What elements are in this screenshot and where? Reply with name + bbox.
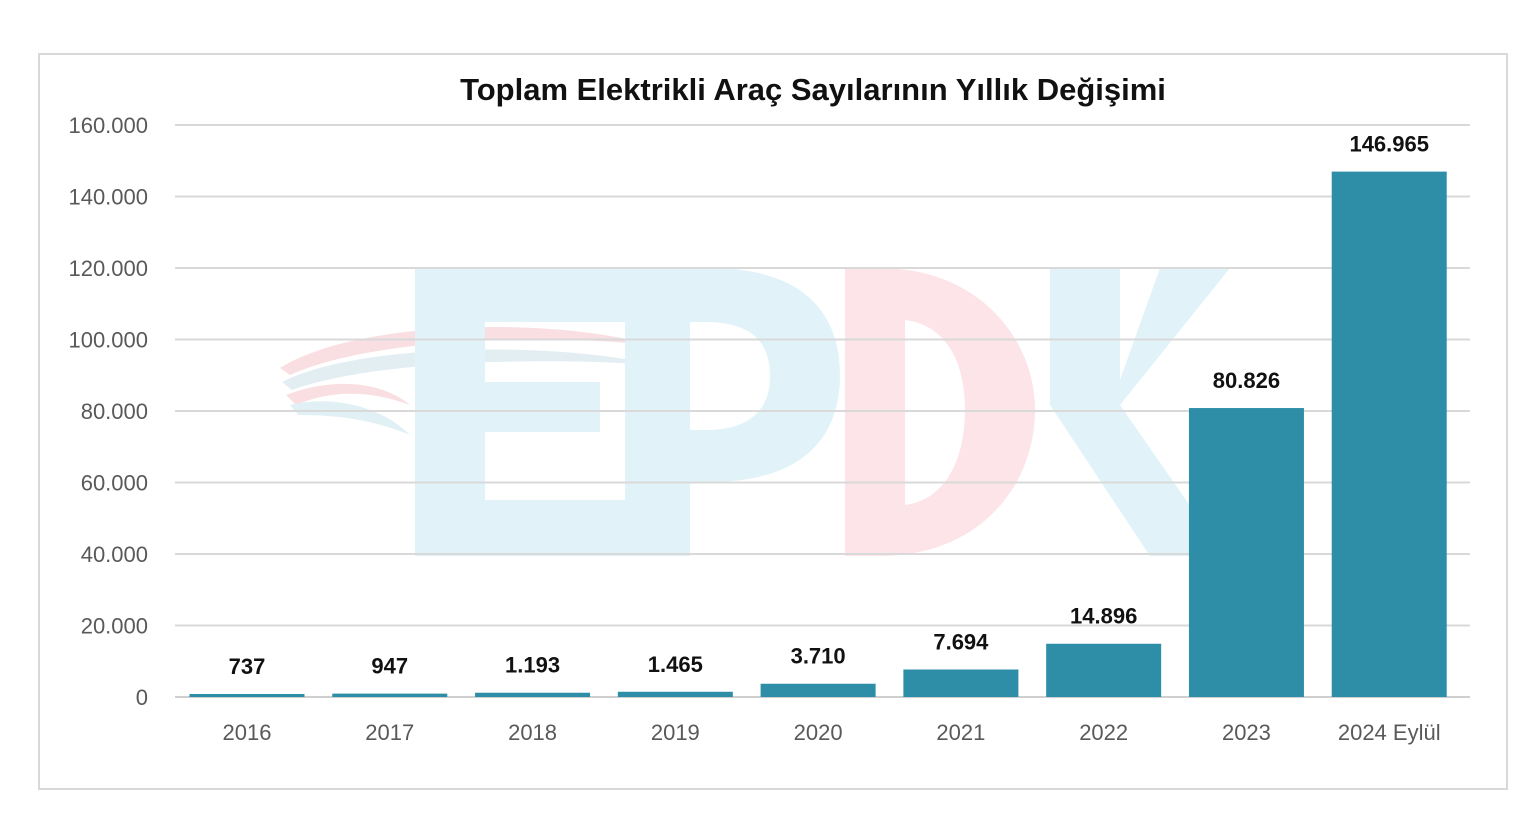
x-axis: 2016 2017 2018 2019 2020 2021 2022 2023 2024 Eyl… [223, 720, 1441, 745]
y-tick-label: 120.000 [68, 256, 148, 281]
bar [1188, 408, 1304, 697]
data-label: 7.694 [933, 629, 989, 654]
x-tick-label: 2020 [794, 720, 843, 745]
x-tick-label: 2019 [651, 720, 700, 745]
x-tick-label: 2016 [223, 720, 272, 745]
data-label: 1.193 [505, 653, 560, 678]
bar [1046, 643, 1162, 697]
data-label: 146.965 [1349, 132, 1429, 157]
data-label: 737 [229, 654, 266, 679]
data-label: 80.826 [1213, 368, 1280, 393]
y-tick-label: 140.000 [68, 185, 148, 210]
bar [617, 691, 733, 697]
y-tick-label: 160.000 [68, 113, 148, 138]
y-tick-label: 20.000 [81, 614, 148, 639]
x-tick-label: 2018 [508, 720, 557, 745]
data-label: 14.896 [1070, 604, 1137, 629]
data-labels: 737 947 1.193 1.465 3.710 7.694 14.896 80.826 14… [229, 132, 1429, 679]
bar [1331, 171, 1447, 698]
bar [332, 693, 448, 697]
y-tick-label: 60.000 [81, 471, 148, 496]
y-axis: 0 20.000 40.000 60.000 80.000 100.000 120.000 1… [68, 113, 148, 710]
data-label: 3.710 [791, 644, 846, 669]
y-tick-label: 0 [136, 685, 148, 710]
x-tick-label: 2017 [365, 720, 414, 745]
bar [189, 694, 305, 697]
x-tick-label: 2022 [1079, 720, 1128, 745]
y-tick-label: 80.000 [81, 399, 148, 424]
y-tick-label: 100.000 [68, 328, 148, 353]
bar [760, 683, 876, 697]
bar [903, 669, 1019, 697]
data-label: 1.465 [648, 652, 703, 677]
x-tick-label: 2021 [936, 720, 985, 745]
x-tick-label: 2023 [1222, 720, 1271, 745]
data-label: 947 [371, 654, 408, 679]
y-tick-label: 40.000 [81, 542, 148, 567]
bars [189, 171, 1447, 698]
bar [475, 692, 591, 697]
x-tick-label: 2024 Eylül [1338, 720, 1441, 745]
chart-title: Toplam Elektrikli Araç Sayılarının Yıllı… [460, 72, 1166, 107]
